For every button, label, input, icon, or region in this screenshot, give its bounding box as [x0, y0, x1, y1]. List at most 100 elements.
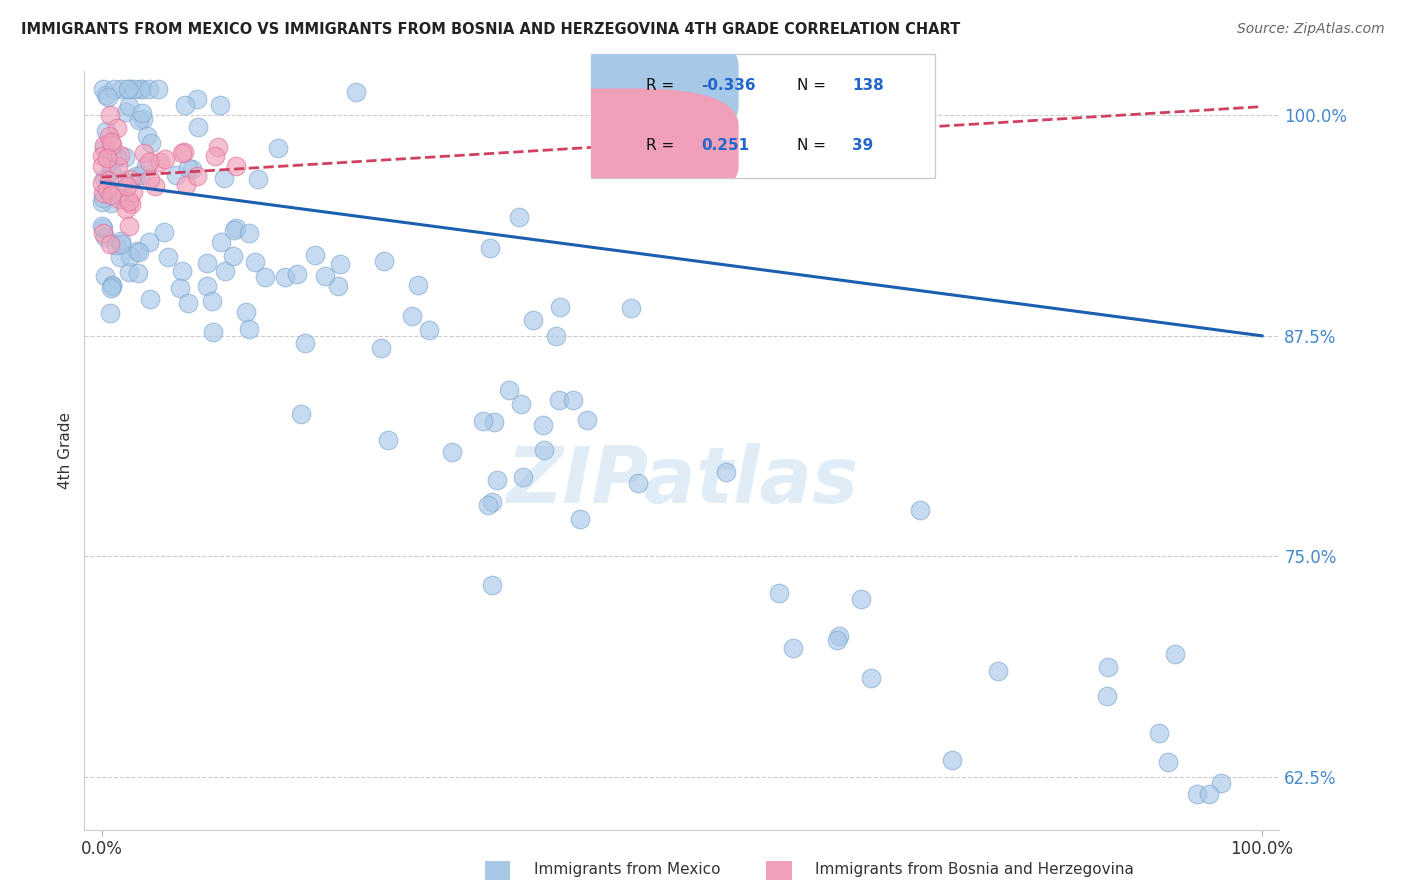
- Point: [204, 149, 226, 163]
- Point: [111, 174, 134, 188]
- Point: [139, 293, 162, 307]
- Point: [94, 230, 117, 244]
- FancyBboxPatch shape: [498, 29, 738, 144]
- Point: [548, 392, 571, 407]
- Point: [138, 154, 160, 169]
- Point: [118, 172, 141, 186]
- Point: [174, 178, 197, 193]
- Point: [326, 279, 349, 293]
- Point: [91, 186, 114, 200]
- Point: [860, 671, 883, 685]
- Point: [131, 106, 153, 120]
- Point: [115, 104, 138, 119]
- Point: [153, 225, 176, 239]
- Point: [344, 86, 367, 100]
- Point: [91, 227, 114, 241]
- Point: [125, 244, 148, 259]
- Text: 39: 39: [852, 138, 873, 153]
- Point: [90, 176, 112, 190]
- Point: [222, 249, 245, 263]
- Point: [173, 98, 195, 112]
- Point: [111, 192, 134, 206]
- FancyBboxPatch shape: [759, 855, 799, 887]
- Point: [471, 414, 494, 428]
- Point: [101, 137, 124, 152]
- FancyBboxPatch shape: [498, 88, 738, 203]
- Point: [1198, 787, 1220, 801]
- Point: [224, 223, 246, 237]
- Point: [110, 237, 132, 252]
- Point: [1157, 755, 1180, 769]
- Point: [97, 89, 120, 103]
- Point: [548, 300, 571, 314]
- Point: [153, 153, 176, 167]
- Text: -0.336: -0.336: [700, 78, 755, 94]
- Point: [129, 82, 152, 96]
- Point: [225, 221, 247, 235]
- Point: [314, 269, 336, 284]
- Point: [481, 577, 503, 591]
- Point: [96, 152, 118, 166]
- Point: [91, 149, 114, 163]
- Point: [478, 241, 501, 255]
- Point: [173, 145, 195, 159]
- Point: [110, 250, 132, 264]
- Point: [508, 211, 530, 225]
- Point: [134, 145, 156, 160]
- Point: [207, 139, 229, 153]
- Point: [118, 265, 141, 279]
- Text: ZIPatlas: ZIPatlas: [506, 442, 858, 519]
- Point: [107, 150, 129, 164]
- Point: [485, 473, 508, 487]
- Point: [440, 444, 463, 458]
- Point: [98, 237, 121, 252]
- Point: [100, 188, 122, 202]
- Point: [285, 267, 308, 281]
- Point: [156, 250, 179, 264]
- Point: [91, 221, 114, 235]
- Point: [98, 108, 121, 122]
- Point: [531, 417, 554, 432]
- Point: [294, 336, 316, 351]
- Point: [1209, 775, 1232, 789]
- Point: [481, 495, 503, 509]
- Point: [135, 129, 157, 144]
- Point: [91, 82, 114, 96]
- Point: [195, 256, 218, 270]
- Point: [118, 219, 141, 234]
- Point: [96, 181, 118, 195]
- Point: [128, 245, 150, 260]
- Point: [143, 179, 166, 194]
- Point: [91, 159, 114, 173]
- Point: [627, 475, 650, 490]
- Text: Source: ZipAtlas.com: Source: ZipAtlas.com: [1237, 22, 1385, 37]
- Point: [370, 341, 392, 355]
- Point: [100, 281, 122, 295]
- Text: N =: N =: [797, 138, 827, 153]
- Point: [97, 129, 120, 144]
- Point: [118, 99, 141, 113]
- Point: [118, 249, 141, 263]
- Point: [139, 136, 162, 150]
- Point: [186, 169, 208, 183]
- Point: [498, 383, 520, 397]
- Point: [94, 268, 117, 283]
- Point: [562, 393, 585, 408]
- Point: [477, 498, 499, 512]
- Point: [149, 155, 172, 169]
- Point: [122, 186, 145, 200]
- Point: [243, 254, 266, 268]
- FancyBboxPatch shape: [478, 855, 517, 887]
- Point: [290, 407, 312, 421]
- Text: 138: 138: [852, 78, 884, 94]
- Point: [401, 310, 423, 324]
- Point: [714, 465, 737, 479]
- Text: Immigrants from Mexico: Immigrants from Mexico: [534, 863, 721, 877]
- Point: [91, 191, 114, 205]
- Point: [509, 396, 531, 410]
- Point: [177, 161, 200, 175]
- Point: [546, 329, 568, 343]
- Point: [96, 123, 118, 137]
- Point: [373, 254, 395, 268]
- Point: [90, 195, 112, 210]
